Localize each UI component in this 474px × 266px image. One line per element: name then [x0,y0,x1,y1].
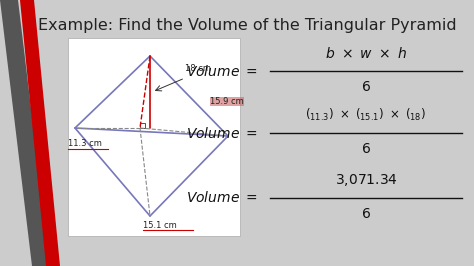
Text: $\mathregular{(_{11.3})\ \times\ (_{15.1})\ \times\ (_{18})}$: $\mathregular{(_{11.3})\ \times\ (_{15.1… [305,107,427,123]
Bar [68,38,240,236]
Bar [140,123,145,128]
Text: $\mathit{Volume}\ =$: $\mathit{Volume}\ =$ [186,64,258,78]
Text: $\mathit{Volume}\ =$: $\mathit{Volume}\ =$ [186,126,258,140]
Text: 15.1 cm: 15.1 cm [143,221,177,230]
Text: 15.9 cm: 15.9 cm [210,97,244,106]
Text: Example: Find the Volume of the Triangular Pyramid: Example: Find the Volume of the Triangul… [38,18,456,33]
Text: $\mathit{Volume}\ =$: $\mathit{Volume}\ =$ [186,190,258,206]
Text: 18 cm: 18 cm [185,64,211,73]
Polygon shape [0,0,50,266]
Text: $b\ \times\ w\ \times\ h$: $b\ \times\ w\ \times\ h$ [325,45,407,60]
Text: $6$: $6$ [361,207,371,221]
Text: $3{,}071.34$: $3{,}071.34$ [335,172,398,188]
Text: $6$: $6$ [361,142,371,156]
Text: $6$: $6$ [361,80,371,94]
Polygon shape [20,0,60,266]
Text: 11.3 cm: 11.3 cm [68,139,102,148]
